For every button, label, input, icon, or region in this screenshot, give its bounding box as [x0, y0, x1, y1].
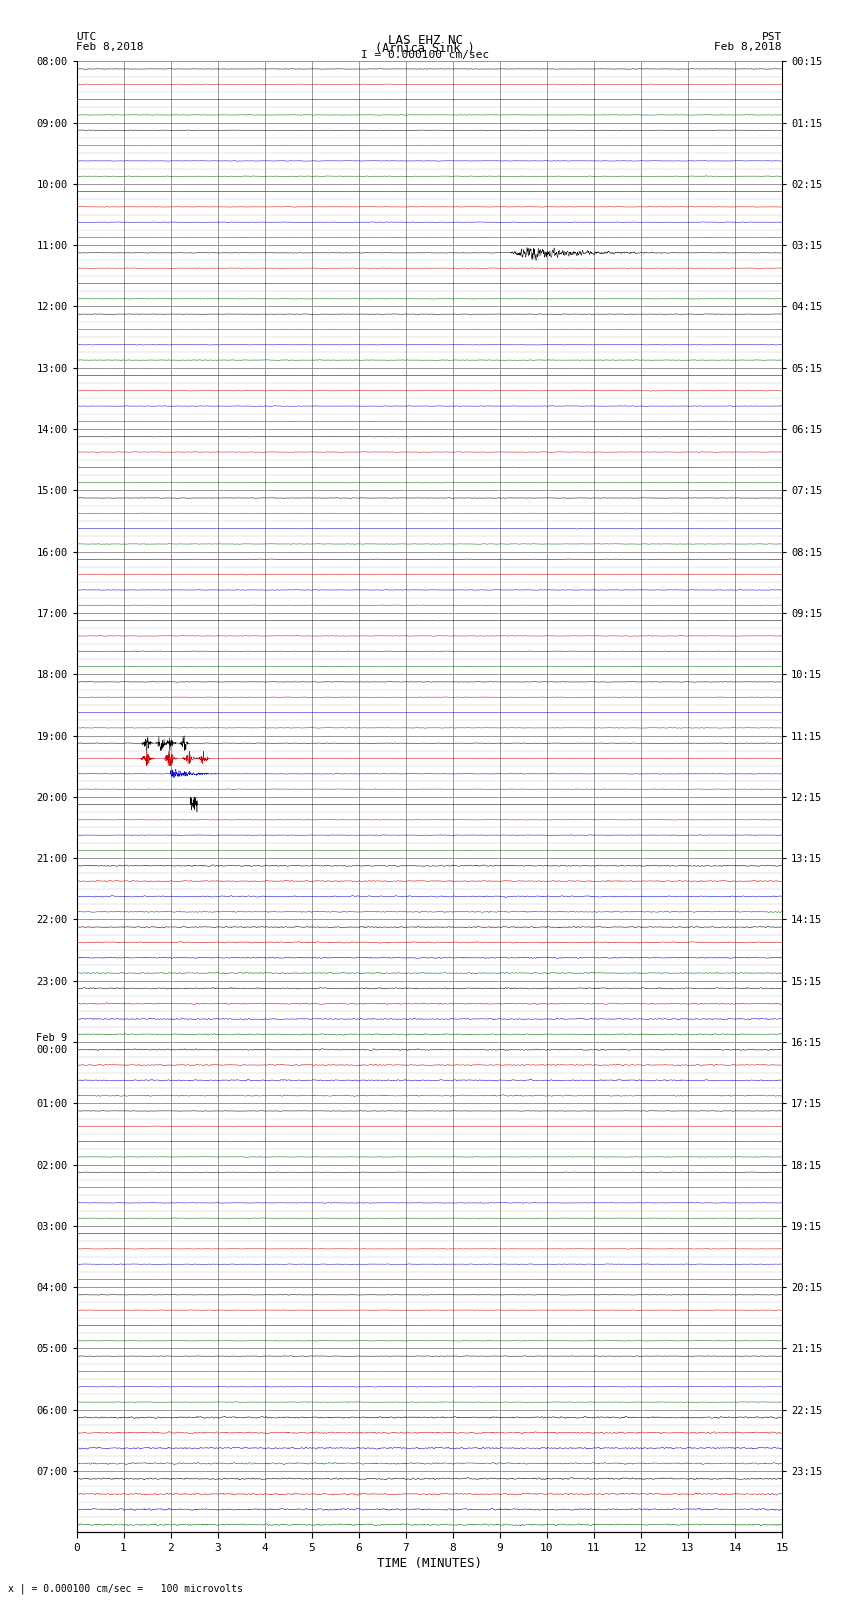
Text: LAS EHZ NC: LAS EHZ NC: [388, 34, 462, 47]
Text: Feb 8,2018: Feb 8,2018: [76, 42, 144, 52]
Text: UTC: UTC: [76, 32, 97, 42]
Text: x | = 0.000100 cm/sec =   100 microvolts: x | = 0.000100 cm/sec = 100 microvolts: [8, 1582, 243, 1594]
Text: I = 0.000100 cm/sec: I = 0.000100 cm/sec: [361, 50, 489, 60]
Text: (Arnica Sink ): (Arnica Sink ): [375, 42, 475, 55]
Text: Feb 8,2018: Feb 8,2018: [715, 42, 782, 52]
Text: PST: PST: [762, 32, 782, 42]
X-axis label: TIME (MINUTES): TIME (MINUTES): [377, 1557, 482, 1569]
